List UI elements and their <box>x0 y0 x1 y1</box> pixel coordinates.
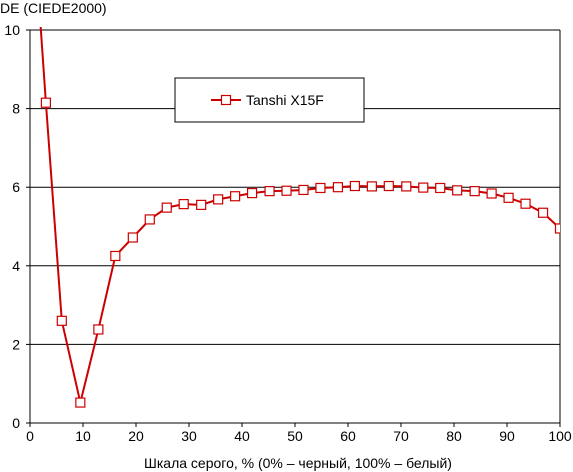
x-tick-label-90: 90 <box>499 428 515 444</box>
y-tick-label-10: 10 <box>4 22 20 38</box>
data-point <box>213 194 224 205</box>
data-point <box>56 315 67 326</box>
x-tick-label-0: 0 <box>26 428 34 444</box>
data-point <box>178 198 189 210</box>
data-point <box>230 191 241 202</box>
tick-labels: 0 10 20 30 40 50 60 70 80 90 100 0 2 4 6 8 10 <box>4 22 571 444</box>
data-point <box>401 181 412 192</box>
data-point <box>503 192 514 203</box>
x-tick-label-40: 40 <box>234 428 250 444</box>
x-axis-title: Шкала серого, % (0% – черный, 100% – бел… <box>144 455 452 471</box>
data-point <box>452 185 463 196</box>
x-tick-label-100: 100 <box>548 428 572 444</box>
data-point <box>93 324 104 335</box>
data-point <box>110 250 121 262</box>
x-tick-label-50: 50 <box>287 428 303 444</box>
x-tick-label-60: 60 <box>340 428 356 444</box>
data-point <box>127 232 138 243</box>
series-layer <box>39 27 560 408</box>
legend-marker-sample <box>220 94 232 106</box>
data-point <box>537 207 549 218</box>
data-point <box>520 198 531 209</box>
data-point <box>75 397 86 408</box>
x-tick-label-70: 70 <box>393 428 409 444</box>
data-point <box>554 223 560 234</box>
y-tick-label-0: 0 <box>12 415 20 431</box>
data-point <box>315 182 326 194</box>
x-tick-label-80: 80 <box>446 428 462 444</box>
data-point <box>349 180 360 192</box>
data-point <box>281 185 292 196</box>
data-point <box>298 184 309 196</box>
data-point <box>486 188 497 199</box>
data-point <box>469 186 480 197</box>
data-point <box>246 187 258 199</box>
data-point <box>144 214 155 225</box>
data-point <box>435 182 446 194</box>
x-tick-label-10: 10 <box>75 428 91 444</box>
data-point <box>161 202 172 213</box>
data-point <box>196 199 207 210</box>
gridlines <box>30 29 560 345</box>
data-point <box>332 182 344 193</box>
series-group <box>39 27 560 408</box>
x-tick-label-20: 20 <box>128 428 144 444</box>
x-tick-label-30: 30 <box>181 428 197 444</box>
y-tick-label-4: 4 <box>12 258 20 274</box>
data-point <box>418 182 429 193</box>
legend-box <box>174 77 365 123</box>
legend-label: Tanshi X15F <box>246 92 324 108</box>
y-tick-label-6: 6 <box>12 179 20 195</box>
data-point <box>366 181 377 192</box>
y-axis-title: DE (CIEDE2000) <box>0 0 107 16</box>
data-point <box>40 97 52 108</box>
y-tick-label-8: 8 <box>12 101 20 117</box>
y-tick-label-2: 2 <box>12 336 20 352</box>
data-point <box>264 186 275 197</box>
legend: Tanshi X15F <box>174 77 365 123</box>
data-point <box>383 180 394 192</box>
